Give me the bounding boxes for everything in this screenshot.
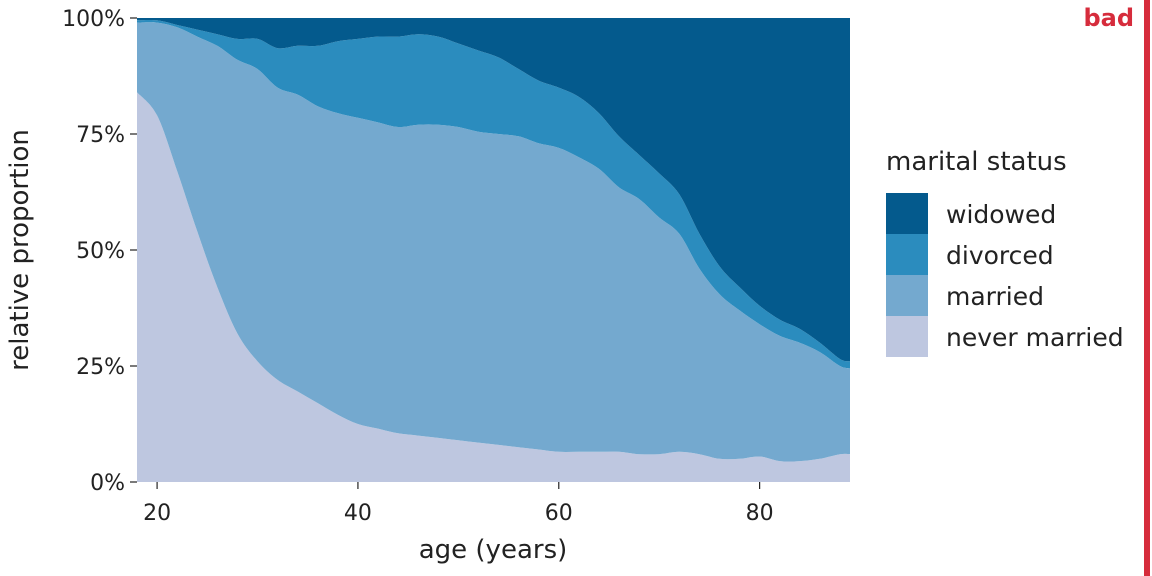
- legend-swatch-divorced: [886, 234, 928, 275]
- legend-label-widowed: widowed: [946, 200, 1056, 229]
- x-axis-title: age (years): [419, 535, 568, 565]
- y-axis-title: relative proportion: [5, 129, 35, 371]
- area-divorced: [137, 19, 850, 369]
- legend: marital status widowed divorced married nev…: [886, 147, 1124, 357]
- y-tick-label: 100%: [62, 7, 125, 32]
- y-tick-label: 0%: [90, 471, 125, 496]
- y-tick-label: 25%: [76, 355, 125, 380]
- verdict-badge-text: bad: [1083, 4, 1134, 32]
- legend-swatch-widowed: [886, 193, 928, 234]
- x-tick-label: 60: [545, 501, 573, 526]
- area-layers: [137, 18, 850, 483]
- x-axis: 20 40 60 80: [143, 482, 774, 526]
- legend-label-married: married: [946, 282, 1044, 311]
- x-tick-label: 20: [143, 501, 171, 526]
- y-tick-label: 50%: [76, 239, 125, 264]
- verdict-badge-bar: [1144, 0, 1150, 576]
- legend-title: marital status: [886, 147, 1067, 177]
- legend-label-divorced: divorced: [946, 241, 1054, 270]
- x-tick-label: 80: [746, 501, 774, 526]
- legend-swatch-married: [886, 275, 928, 316]
- y-axis: 0% 25% 50% 75% 100%: [62, 7, 137, 496]
- legend-swatch-never-married: [886, 316, 928, 357]
- area-never-married: [137, 92, 850, 483]
- legend-label-never-married: never married: [946, 323, 1124, 352]
- area-married: [137, 22, 850, 462]
- x-tick-label: 40: [344, 501, 372, 526]
- y-tick-label: 75%: [76, 123, 125, 148]
- area-widowed: [137, 18, 850, 362]
